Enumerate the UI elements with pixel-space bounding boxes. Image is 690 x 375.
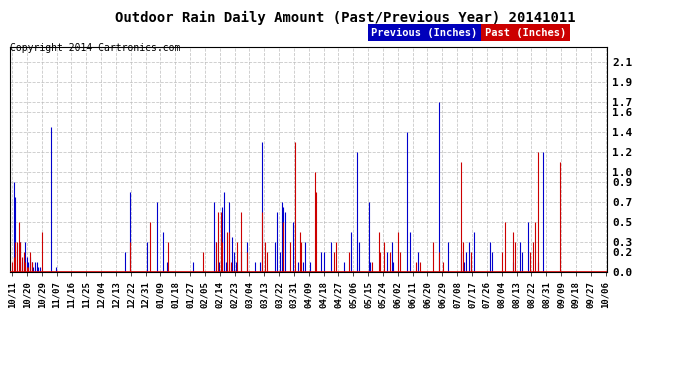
Text: Copyright 2014 Cartronics.com: Copyright 2014 Cartronics.com xyxy=(10,43,181,53)
Text: Past (Inches): Past (Inches) xyxy=(485,28,566,38)
Text: Previous (Inches): Previous (Inches) xyxy=(371,28,477,38)
Text: Outdoor Rain Daily Amount (Past/Previous Year) 20141011: Outdoor Rain Daily Amount (Past/Previous… xyxy=(115,11,575,26)
